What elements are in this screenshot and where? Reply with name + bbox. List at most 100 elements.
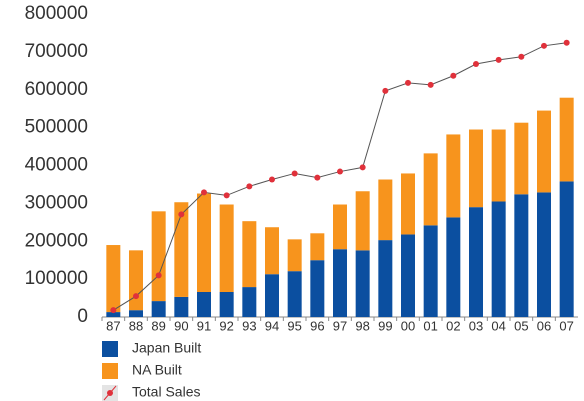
x-tick-label: 87 (106, 318, 120, 333)
x-tick-label: 00 (401, 318, 415, 333)
line-marker (427, 81, 434, 88)
line-marker (473, 60, 479, 67)
bar (355, 250, 370, 317)
bar (514, 194, 529, 317)
x-tick-label: 07 (559, 318, 573, 333)
bar (537, 192, 551, 317)
bar (514, 122, 529, 195)
line-marker (563, 39, 570, 46)
line-marker (541, 42, 547, 49)
x-tick-label: 88 (129, 318, 143, 333)
x-tick-label: 06 (537, 318, 551, 333)
x-tick-label: 92 (219, 318, 233, 333)
bar (537, 110, 551, 193)
x-tick-label: 02 (446, 318, 460, 333)
bar (401, 173, 415, 235)
line-marker (291, 170, 298, 177)
line-marker (110, 307, 117, 314)
bar (333, 204, 347, 250)
bar (469, 207, 483, 317)
bar (129, 250, 143, 311)
x-tick-label: 97 (333, 318, 347, 333)
bar (469, 129, 483, 208)
x-tick-label: 95 (287, 318, 301, 333)
line-marker (223, 192, 230, 199)
bar (355, 191, 370, 251)
line-marker (246, 183, 253, 190)
bar (242, 287, 257, 317)
bar (174, 202, 189, 297)
bar (265, 274, 279, 317)
line-marker (178, 211, 185, 218)
bar (197, 193, 211, 293)
bar (378, 179, 393, 241)
bar (106, 312, 121, 317)
y-tick-label: 600000 (25, 79, 88, 100)
legend-swatch (102, 363, 118, 379)
bar (446, 134, 461, 218)
bar (559, 97, 574, 182)
x-tick-label: 03 (469, 318, 483, 333)
y-tick-label: 800000 (25, 3, 88, 24)
x-tick-label: 94 (265, 318, 279, 333)
x-tick-label: 01 (423, 318, 437, 333)
legend-label: Total Sales (132, 384, 200, 400)
bar (219, 204, 234, 293)
x-tick-label: 89 (151, 318, 165, 333)
x-tick-label: 99 (378, 318, 392, 333)
bar (333, 249, 347, 317)
y-tick-label: 200000 (25, 230, 88, 251)
line-marker (133, 293, 139, 300)
bar (446, 217, 461, 317)
y-tick-label: 500000 (25, 117, 88, 138)
bar (265, 227, 279, 275)
bar (197, 292, 211, 317)
x-tick-label: 05 (514, 318, 528, 333)
bar (310, 260, 325, 317)
bar (106, 245, 121, 313)
line-marker (269, 176, 275, 183)
bar (129, 310, 143, 317)
bar (491, 129, 506, 202)
bar (401, 234, 415, 317)
bar (219, 292, 234, 317)
x-tick-label: 91 (197, 318, 211, 333)
bar (559, 181, 574, 317)
bar (151, 301, 166, 317)
line-marker (359, 164, 366, 171)
x-tick-label: 96 (310, 318, 324, 333)
bar (151, 211, 166, 302)
y-tick-label: 700000 (25, 41, 88, 62)
bar (242, 221, 257, 288)
legend-label: NA Built (132, 362, 182, 378)
line-marker (382, 87, 389, 94)
bar (287, 271, 302, 317)
x-tick-label: 04 (491, 318, 505, 333)
line-marker (337, 168, 343, 175)
x-tick-label: 90 (174, 318, 188, 333)
y-tick-label: 0 (77, 306, 88, 327)
bar (423, 153, 438, 226)
bar (491, 201, 506, 317)
line-marker (495, 56, 502, 63)
x-tick-label: 98 (355, 318, 369, 333)
y-tick-label: 400000 (25, 155, 88, 176)
line-marker (405, 79, 411, 86)
bar (310, 233, 325, 261)
line-marker (155, 272, 162, 279)
line-marker (314, 174, 321, 181)
line-marker (518, 53, 525, 60)
line-marker (201, 189, 207, 196)
bar (378, 240, 393, 317)
y-tick-label: 300000 (25, 192, 88, 213)
bar (423, 225, 438, 317)
x-tick-label: 93 (242, 318, 256, 333)
bar (287, 239, 302, 272)
bar (174, 296, 189, 317)
y-tick-label: 100000 (25, 268, 88, 289)
line-marker (450, 72, 457, 79)
legend-label: Japan Built (132, 340, 201, 356)
legend-marker (107, 390, 113, 396)
legend-swatch (102, 341, 118, 357)
